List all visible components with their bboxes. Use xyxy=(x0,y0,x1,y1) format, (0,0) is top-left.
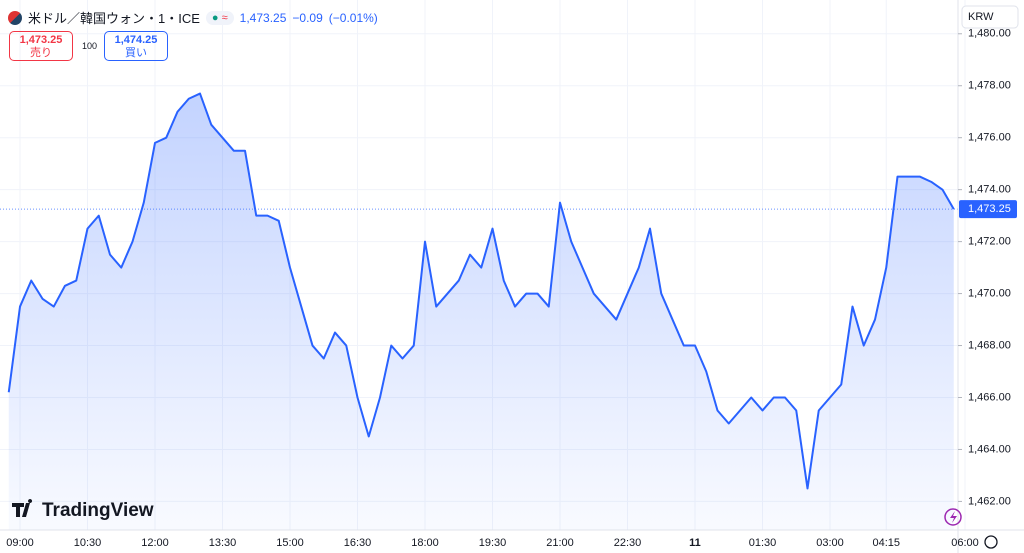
y-tick-label: 1,464.00 xyxy=(968,443,1011,455)
currency-button[interactable] xyxy=(961,5,1019,29)
change-percent: (−0.01%) xyxy=(328,10,378,25)
x-tick-label: 04:15 xyxy=(872,537,900,549)
price-line xyxy=(7,92,955,490)
buy-label: 買い xyxy=(125,47,147,59)
x-tick-label: 12:00 xyxy=(141,537,169,549)
x-tick-label: 15:00 xyxy=(276,537,304,549)
y-tick-label: 1,466.00 xyxy=(968,391,1011,403)
x-tick-label: 21:00 xyxy=(546,537,574,549)
icon xyxy=(950,511,957,523)
x-tick-label: 06:00 xyxy=(951,537,979,549)
last-price-tag xyxy=(959,200,1017,219)
y-tick-label: 1,462.00 xyxy=(968,495,1011,507)
x-tick-label: 10:30 xyxy=(74,537,102,549)
y-tick-label: 1,474.00 xyxy=(968,184,1011,196)
flag xyxy=(8,10,22,25)
sell-label: 売り xyxy=(30,47,52,59)
symbol-title: 米ドル／韓国ウォン・1・ICE xyxy=(28,11,200,26)
sell-button[interactable]: 1,473.25 売り xyxy=(9,31,73,61)
x-tick-label: 16:30 xyxy=(344,537,372,549)
y-tick-label: 1,476.00 xyxy=(968,132,1011,144)
x-tick-label: 22:30 xyxy=(614,537,642,549)
sell-price: 1,473.25 xyxy=(19,34,63,46)
x-tick-label: 01:30 xyxy=(749,537,777,549)
x-tick-label: 18:00 xyxy=(411,537,439,549)
last-price: 1,473.25 xyxy=(239,10,287,25)
x-tick-label: 19:30 xyxy=(479,537,507,549)
x-tick-label: 11 xyxy=(689,537,701,549)
y-tick-label: 1,478.00 xyxy=(968,80,1011,92)
currency: KRW xyxy=(968,11,994,23)
logo: TradingView xyxy=(12,499,154,521)
y-tick-label: 1,470.00 xyxy=(968,287,1011,299)
x-tick-label: 03:00 xyxy=(816,537,844,549)
last-price-label: 1,473.25 xyxy=(968,203,1011,215)
y-tick-label: 1,480.00 xyxy=(968,28,1011,40)
buy-button[interactable]: 1,474.25 買い xyxy=(104,31,168,61)
settings-icon[interactable] xyxy=(984,535,998,549)
spread: 100 xyxy=(82,41,98,51)
x-tick-label: 13:30 xyxy=(209,537,237,549)
icon xyxy=(944,508,962,526)
x-tick-label: 09:00 xyxy=(6,537,34,549)
y-tick-label: 1,468.00 xyxy=(968,339,1011,351)
y-tick-label: 1,472.00 xyxy=(968,236,1011,248)
logo-text: TradingView xyxy=(42,500,154,521)
header: 米ドル／韓国ウォン・1・ICE ● ≈ 1,473.25 −0.09 (−0.0… xyxy=(8,8,378,27)
status: ● ≈ xyxy=(205,10,234,25)
change: −0.09 xyxy=(292,10,323,25)
area-fill xyxy=(8,93,954,530)
buy-price: 1,474.25 xyxy=(114,34,158,46)
